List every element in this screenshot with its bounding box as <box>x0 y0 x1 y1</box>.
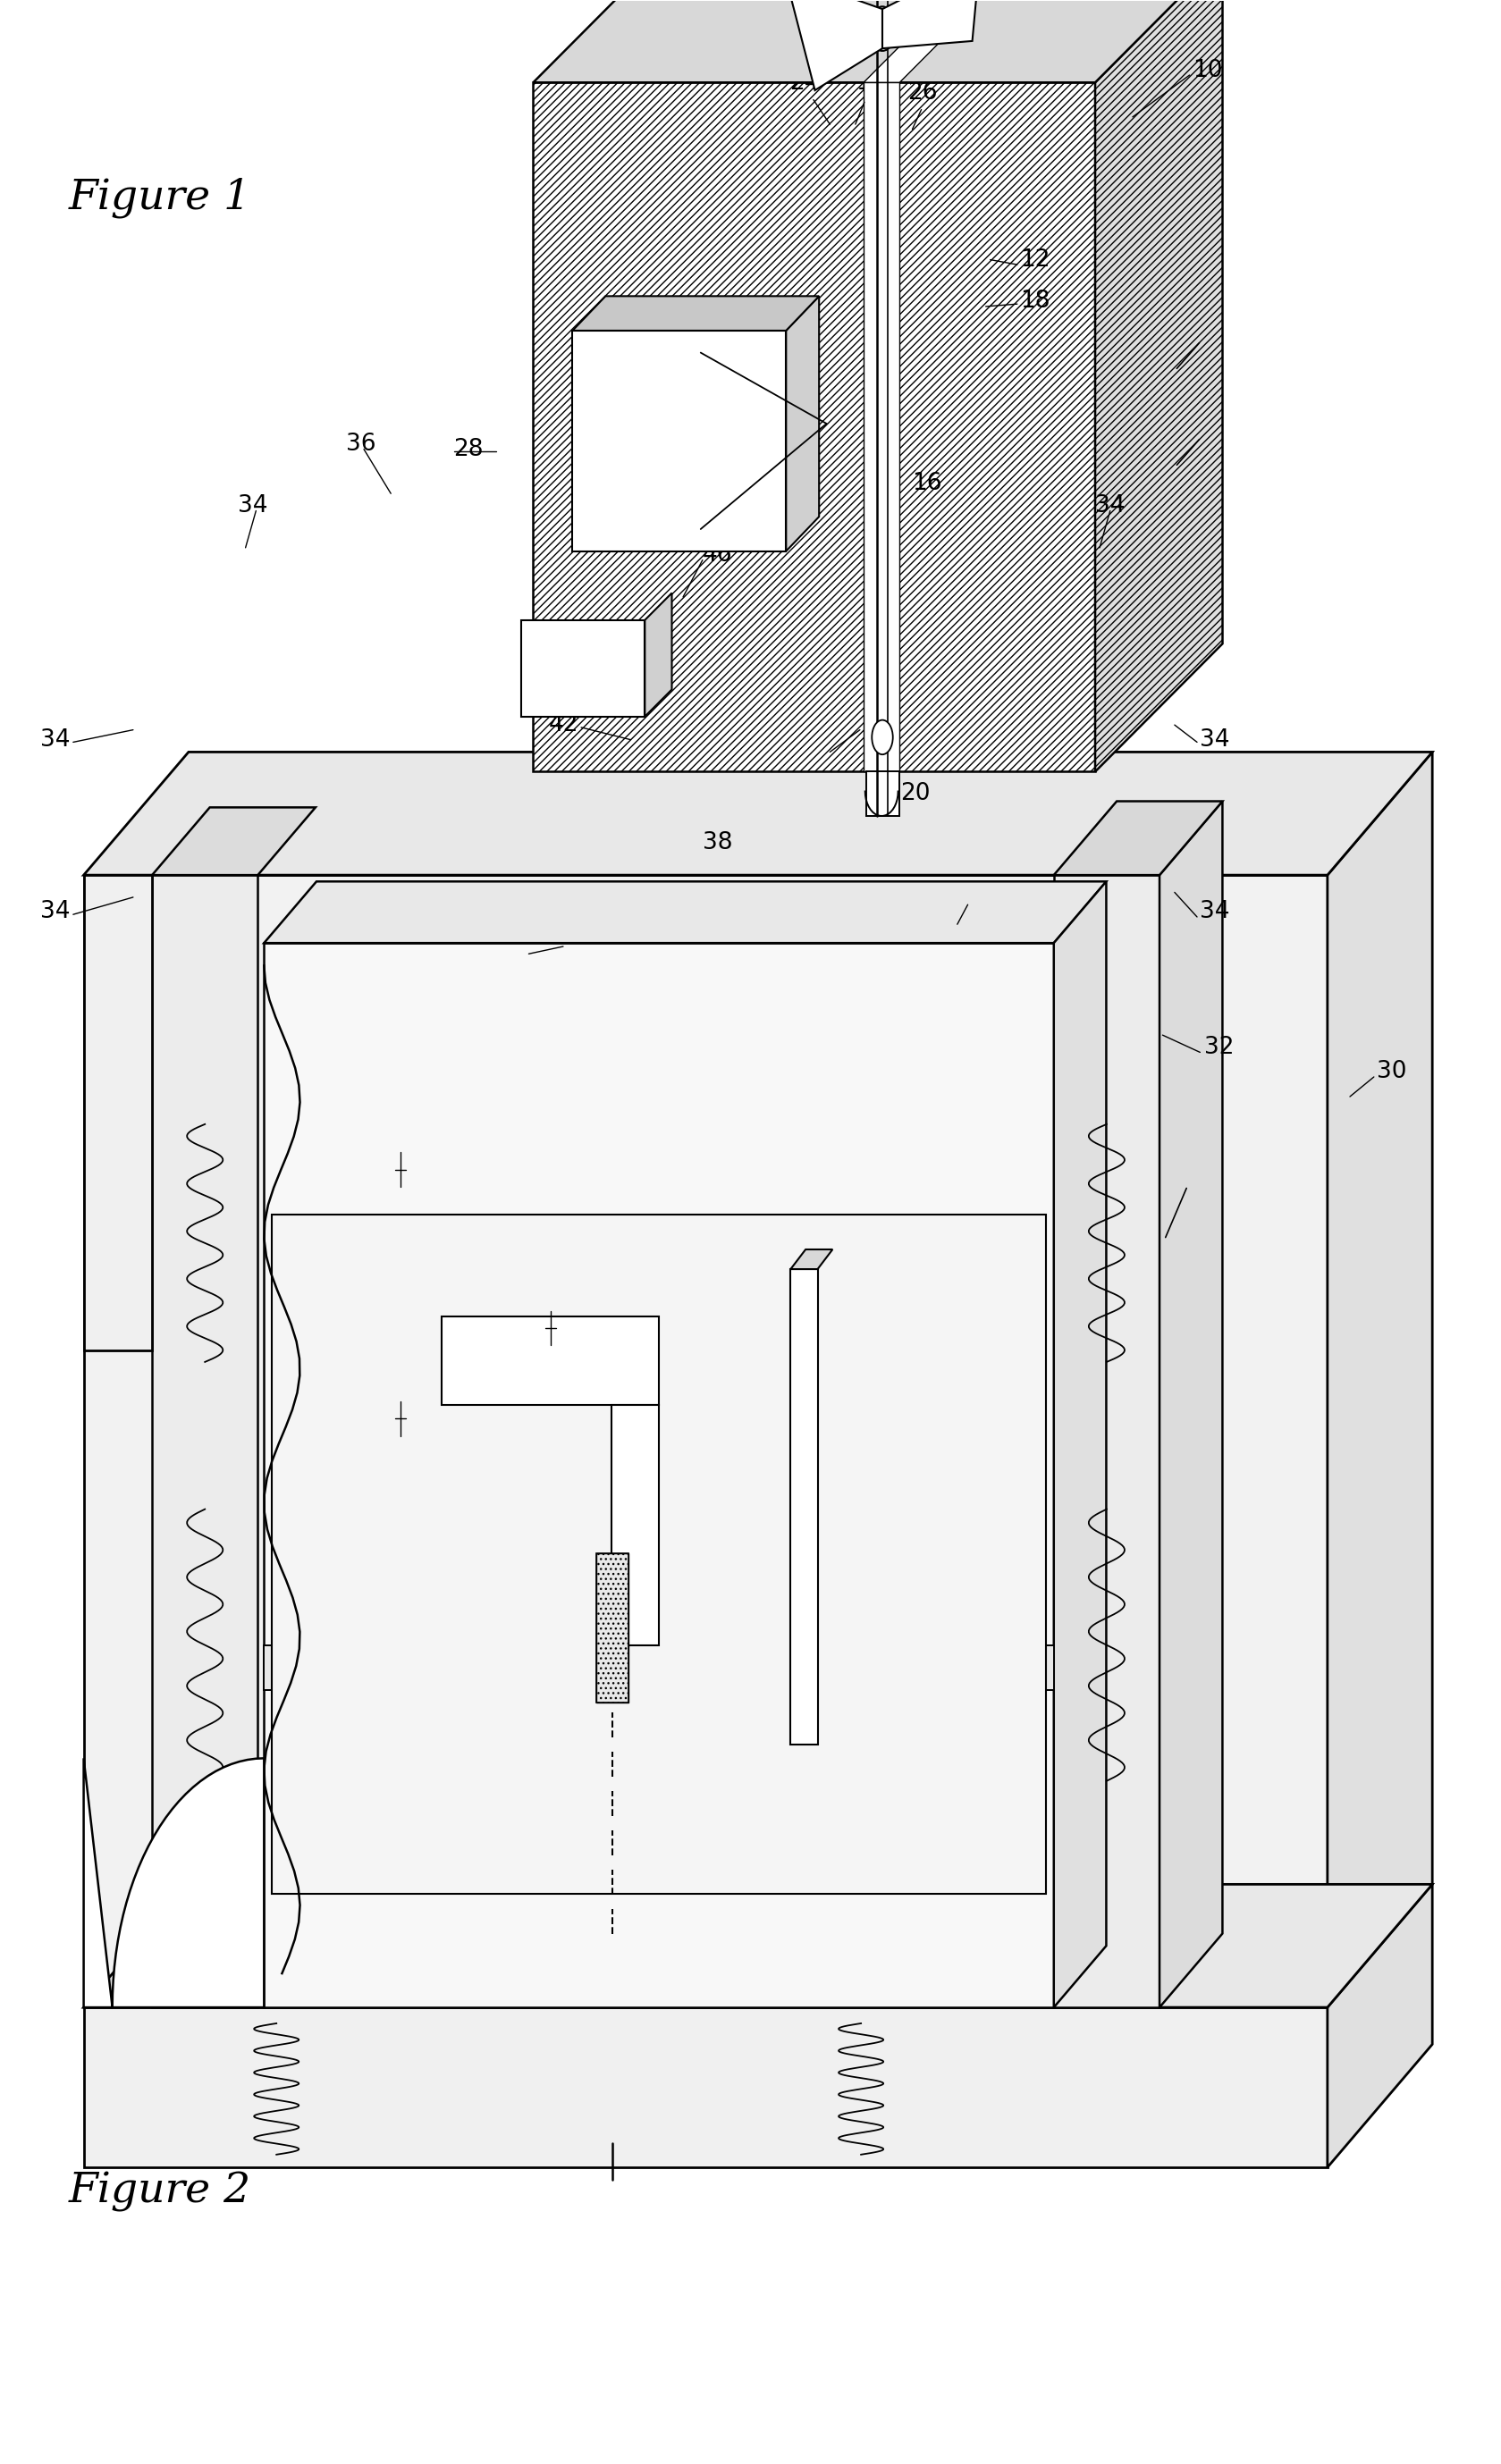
Polygon shape <box>1327 1885 1432 2168</box>
Text: 34: 34 <box>1201 899 1229 924</box>
Text: 20: 20 <box>901 781 931 806</box>
Polygon shape <box>1327 752 1432 2008</box>
Text: 12: 12 <box>1021 249 1051 271</box>
Polygon shape <box>572 330 787 552</box>
Text: 28: 28 <box>453 439 483 461</box>
Polygon shape <box>863 81 899 771</box>
Polygon shape <box>84 1759 264 2008</box>
Text: 36: 36 <box>345 434 375 456</box>
Polygon shape <box>866 771 899 816</box>
Text: 34: 34 <box>41 727 71 752</box>
Text: 38: 38 <box>702 830 732 855</box>
Text: 16: 16 <box>913 473 943 495</box>
Text: 18: 18 <box>1021 291 1051 313</box>
Polygon shape <box>572 296 820 330</box>
Polygon shape <box>1054 875 1159 2008</box>
Text: 42: 42 <box>548 712 578 737</box>
Polygon shape <box>1096 0 1222 771</box>
Polygon shape <box>791 1249 833 1269</box>
Circle shape <box>872 719 893 754</box>
Polygon shape <box>152 808 315 875</box>
Text: 26: 26 <box>908 81 938 103</box>
Text: 34: 34 <box>239 495 269 517</box>
Polygon shape <box>272 1215 1046 1895</box>
Polygon shape <box>883 0 980 49</box>
Text: Figure 1: Figure 1 <box>69 177 251 219</box>
Polygon shape <box>863 17 964 81</box>
Polygon shape <box>787 296 820 552</box>
Polygon shape <box>533 81 1096 771</box>
Polygon shape <box>84 1885 1432 2008</box>
Polygon shape <box>152 875 258 2008</box>
Polygon shape <box>1054 882 1106 2008</box>
Text: 46: 46 <box>702 545 732 567</box>
Text: Figure 2: Figure 2 <box>69 2171 251 2213</box>
Text: 48: 48 <box>495 939 525 963</box>
Text: 32: 32 <box>1204 1035 1234 1060</box>
Polygon shape <box>533 0 1222 81</box>
Polygon shape <box>645 594 672 717</box>
Polygon shape <box>84 875 1327 2008</box>
Text: 14: 14 <box>856 71 886 94</box>
Polygon shape <box>1159 801 1222 2008</box>
Text: 34: 34 <box>41 899 71 924</box>
Polygon shape <box>264 1646 1054 1690</box>
Text: 22: 22 <box>645 340 675 362</box>
Polygon shape <box>264 882 1106 944</box>
Text: 34: 34 <box>1096 495 1126 517</box>
Polygon shape <box>596 1552 629 1703</box>
Polygon shape <box>785 0 883 91</box>
Polygon shape <box>521 621 645 717</box>
Polygon shape <box>84 752 1432 875</box>
Circle shape <box>869 7 896 52</box>
Polygon shape <box>441 1316 659 1404</box>
Polygon shape <box>611 1404 659 1646</box>
Polygon shape <box>264 944 1054 2008</box>
Text: 24: 24 <box>790 71 820 94</box>
Text: 40: 40 <box>971 887 1001 912</box>
Polygon shape <box>84 875 152 1350</box>
Text: 44: 44 <box>863 712 893 737</box>
Text: 34: 34 <box>1201 727 1229 752</box>
Text: 30: 30 <box>1376 1060 1406 1084</box>
Polygon shape <box>1054 801 1222 875</box>
Polygon shape <box>84 2008 1327 2168</box>
Text: 10: 10 <box>1193 59 1222 81</box>
Polygon shape <box>791 1269 818 1745</box>
